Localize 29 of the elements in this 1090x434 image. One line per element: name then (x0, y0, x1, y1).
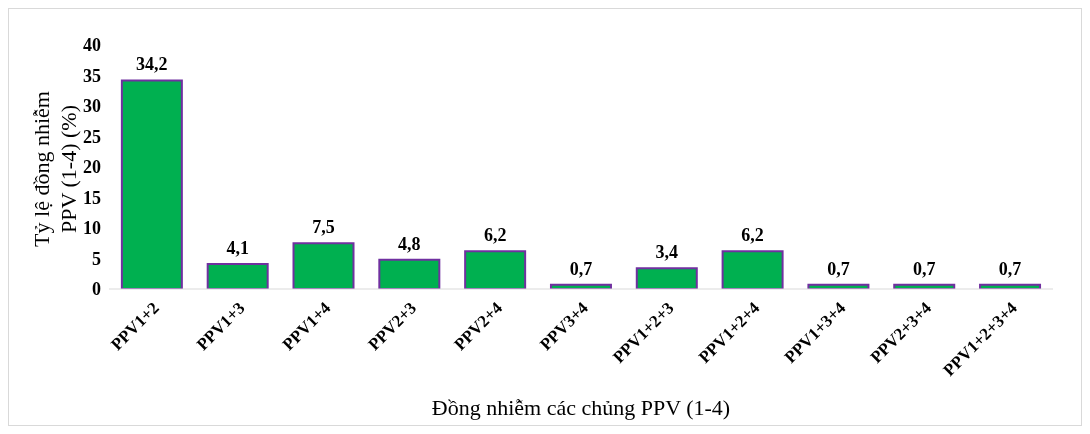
data-label: 6,2 (741, 225, 764, 246)
data-label: 6,2 (483, 225, 507, 246)
y-tick-label: 25 (83, 126, 101, 147)
data-label: 4,8 (398, 233, 421, 254)
x-axis-title: Đồng nhiễm các chủng PPV (1-4) (431, 395, 731, 420)
data-label: 0,7 (827, 258, 850, 279)
data-label: 0,7 (569, 258, 593, 279)
data-label: 0,7 (912, 258, 936, 279)
bar (721, 250, 784, 289)
y-tick-label: 35 (83, 65, 101, 86)
y-tick-label: 10 (83, 218, 101, 239)
data-label: 0,7 (998, 258, 1022, 279)
bar (206, 262, 269, 289)
y-tick-label: 40 (83, 35, 101, 56)
data-label: 3,4 (655, 242, 679, 263)
data-label: 34,2 (136, 54, 168, 75)
y-tick-label: 15 (83, 187, 101, 208)
y-tick-label: 0 (92, 279, 101, 300)
bar (464, 250, 527, 289)
y-tick-label: 5 (92, 248, 101, 269)
bar (378, 258, 441, 289)
y-tick-label: 20 (83, 157, 101, 178)
bar (635, 267, 698, 289)
bar (292, 242, 355, 289)
y-axis-title: Tỷ lệ đồng nhiễm PPV (1-4) (%) (29, 91, 81, 247)
y-tick-label: 30 (83, 96, 101, 117)
bar (120, 79, 183, 289)
data-label: 4,1 (226, 237, 249, 258)
data-label: 7,5 (312, 217, 335, 238)
